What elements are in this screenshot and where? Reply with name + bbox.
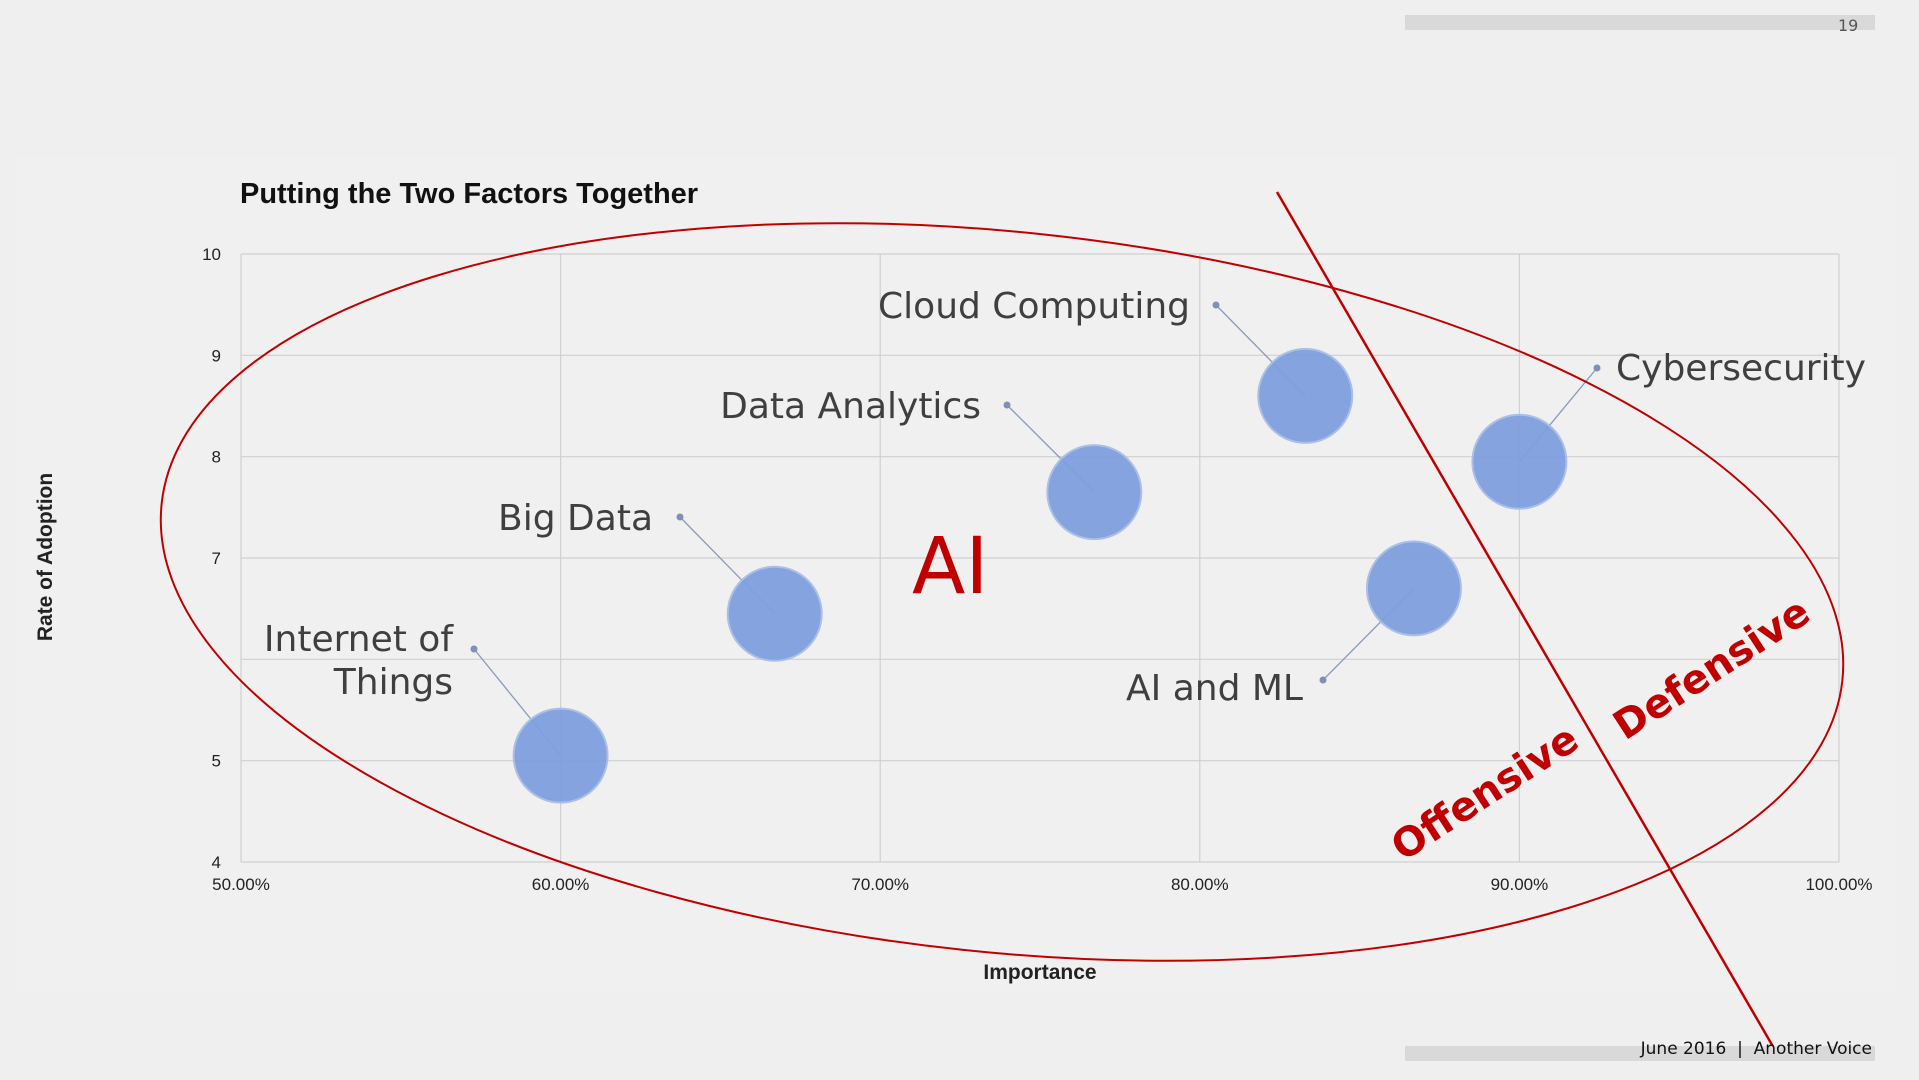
bubble <box>1365 540 1462 637</box>
y-tick-label: 5 <box>212 752 221 771</box>
y-tick-label: 10 <box>202 245 221 264</box>
bubble-label: Big Data <box>498 498 653 539</box>
bubble-label: Things <box>333 662 453 703</box>
leader-dot <box>1319 676 1327 684</box>
leader-dot <box>676 513 684 521</box>
page-number: 19 <box>1838 16 1859 35</box>
ai-annotation: AI <box>912 522 988 612</box>
ai-ellipse <box>159 222 1845 962</box>
bubble-label: AI and ML <box>1126 668 1303 709</box>
y-axis-title: Rate of Adoption <box>34 473 57 641</box>
leader-dot <box>1003 401 1011 409</box>
header-bar <box>1405 15 1875 30</box>
bubble <box>1257 347 1354 444</box>
x-tick-label: 100.00% <box>1805 875 1872 894</box>
y-tick-label: 7 <box>212 549 221 568</box>
bubbles <box>512 347 1568 804</box>
x-tick-label: 50.00% <box>212 875 270 894</box>
bubble-label: Cloud Computing <box>878 286 1190 327</box>
defensive-annotation: Defensive <box>1605 589 1818 750</box>
leader-dot <box>1212 301 1220 309</box>
footer-bar <box>1405 1046 1875 1061</box>
bubble-label: Internet of <box>264 619 454 660</box>
footer-text: June 2016 | Another Voice <box>1640 1039 1872 1059</box>
y-tick-label: 8 <box>212 448 221 467</box>
divider-line <box>1275 191 1777 1051</box>
y-tick-label: 9 <box>212 346 221 365</box>
chart-title: Putting the Two Factors Together <box>240 178 699 210</box>
x-tick-label: 80.00% <box>1171 875 1229 894</box>
x-tick-label: 90.00% <box>1491 875 1549 894</box>
bubble <box>726 565 823 662</box>
offensive-annotation: Offensive <box>1383 716 1586 870</box>
chart-panel <box>16 157 1896 993</box>
grid-lines <box>240 253 1840 863</box>
bubble-label: Data Analytics <box>720 386 981 427</box>
x-tick-labels: 50.00% 60.00% 70.00% 80.00% 90.00% 100.00% <box>212 875 1872 894</box>
bubble <box>512 707 609 804</box>
leader-dot <box>1593 364 1601 372</box>
y-tick-label: 4 <box>212 853 221 872</box>
leader-dot <box>470 645 478 653</box>
bubble <box>1471 413 1568 510</box>
x-tick-label: 60.00% <box>532 875 590 894</box>
y-tick-labels: 4 5 7 8 9 10 <box>202 245 221 872</box>
bubble <box>1046 444 1143 541</box>
x-axis-title: Importance <box>983 961 1096 984</box>
x-tick-label: 70.00% <box>851 875 909 894</box>
bubble-label: Cybersecurity <box>1616 348 1866 389</box>
